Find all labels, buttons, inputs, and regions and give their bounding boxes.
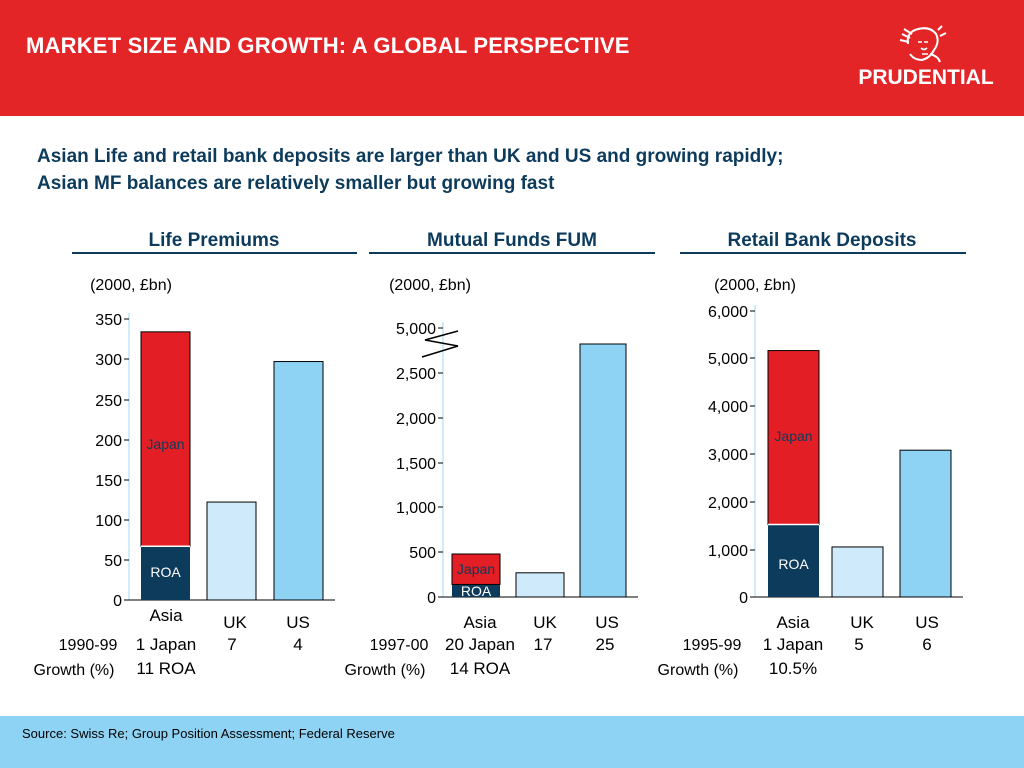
subtitle-line-1: Asian Life and retail bank deposits are … (37, 146, 784, 167)
growth-value: 10.5% (769, 659, 817, 678)
growth-value: 11 ROA (136, 659, 196, 678)
units-label: (2000, £bn) (389, 277, 471, 294)
y-tick-label: 3,000 (708, 447, 748, 464)
header-bar: MARKET SIZE AND GROWTH: A GLOBAL PERSPEC… (0, 0, 1024, 116)
growth-value: 1 Japan (136, 635, 197, 654)
roa-label: ROA (150, 564, 181, 580)
y-tick-label: 4,000 (708, 399, 748, 416)
y-tick-label: 1,500 (396, 456, 436, 473)
category-label: US (595, 613, 619, 632)
y-tick-label: 1,000 (396, 500, 436, 517)
growth-period-label: 1990-99 (59, 637, 118, 654)
units-label: (2000, £bn) (90, 277, 172, 294)
source-note: Source: Swiss Re; Group Position Assessm… (22, 726, 395, 741)
y-tick-label: 250 (95, 393, 122, 410)
y-tick-label: 2,000 (708, 495, 748, 512)
bar-japan (140, 331, 191, 547)
growth-period-label: 1997-00 (370, 637, 429, 654)
growth-value: 4 (293, 635, 302, 654)
category-label: UK (533, 613, 557, 632)
y-tick-label: 200 (95, 433, 122, 450)
footer-bar: Source: Swiss Re; Group Position Assessm… (0, 716, 1024, 768)
y-tick-label: 5,000 (396, 321, 436, 338)
bar-roa (768, 524, 819, 597)
category-label: UK (850, 613, 874, 632)
bar-japan (767, 350, 820, 526)
logo-wordmark: PRUDENTIAL (858, 66, 994, 89)
bar-uk (515, 572, 565, 598)
y-tick-label: 0 (113, 593, 122, 610)
japan-label: Japan (146, 436, 184, 452)
category-label: Asia (776, 613, 810, 632)
y-tick-label: 50 (104, 553, 122, 570)
y-tick-label: 300 (95, 352, 122, 369)
y-tick-label: 0 (739, 590, 748, 607)
growth-value: 7 (227, 635, 236, 654)
y-tick-label: 1,000 (708, 543, 748, 560)
growth-value: 6 (922, 635, 931, 654)
category-label: US (286, 613, 310, 632)
y-tick-label: 5,000 (708, 351, 748, 368)
category-label: US (915, 613, 939, 632)
y-tick-label: 350 (95, 312, 122, 329)
growth-value: 5 (854, 635, 863, 654)
category-label: UK (223, 613, 247, 632)
bar-japan (451, 553, 501, 585)
bar-us (273, 361, 324, 601)
units-label: (2000, £bn) (714, 277, 796, 294)
chart-title: Mutual Funds FUM (427, 230, 597, 251)
growth-label: Growth (%) (658, 662, 739, 679)
y-tick-label: 150 (95, 473, 122, 490)
growth-label: Growth (%) (345, 662, 426, 679)
growth-value: 1 Japan (763, 635, 824, 654)
bar-roa (452, 584, 500, 597)
bar-uk (831, 546, 884, 598)
y-tick-label: 500 (409, 545, 436, 562)
growth-value: 25 (596, 635, 615, 654)
category-label: Asia (463, 613, 497, 632)
bar-us (579, 343, 627, 598)
y-tick-label: 100 (95, 513, 122, 530)
charts-area: Life Premiums(2000, £bn)0501001502002503… (34, 230, 966, 679)
page-title: MARKET SIZE AND GROWTH: A GLOBAL PERSPEC… (26, 33, 630, 58)
roa-label: ROA (461, 583, 492, 599)
growth-value: 14 ROA (450, 659, 511, 678)
japan-label: Japan (774, 428, 812, 444)
y-tick-label: 0 (427, 590, 436, 607)
subtitle-line-2: Asian MF balances are relatively smaller… (37, 173, 555, 194)
japan-label: Japan (457, 561, 495, 577)
growth-label: Growth (%) (34, 662, 115, 679)
y-tick-label: 2,000 (396, 411, 436, 428)
chart-title: Retail Bank Deposits (728, 230, 917, 251)
growth-period-label: 1995-99 (683, 637, 742, 654)
prudential-logo: PRUDENTIAL (846, 24, 1006, 94)
growth-value: 17 (534, 635, 553, 654)
roa-label: ROA (778, 556, 809, 572)
y-tick-label: 6,000 (708, 304, 748, 321)
y-tick-label: 2,500 (396, 366, 436, 383)
slide-subtitle: Asian Life and retail bank deposits are … (37, 143, 997, 197)
axis-break-icon (421, 330, 459, 358)
growth-value: 20 Japan (445, 635, 515, 654)
prudence-head-icon (899, 25, 947, 63)
bar-us (899, 449, 952, 598)
category-label: Asia (149, 606, 183, 625)
bar-uk (206, 501, 257, 601)
chart-title: Life Premiums (149, 230, 280, 251)
bar-roa (141, 546, 190, 600)
